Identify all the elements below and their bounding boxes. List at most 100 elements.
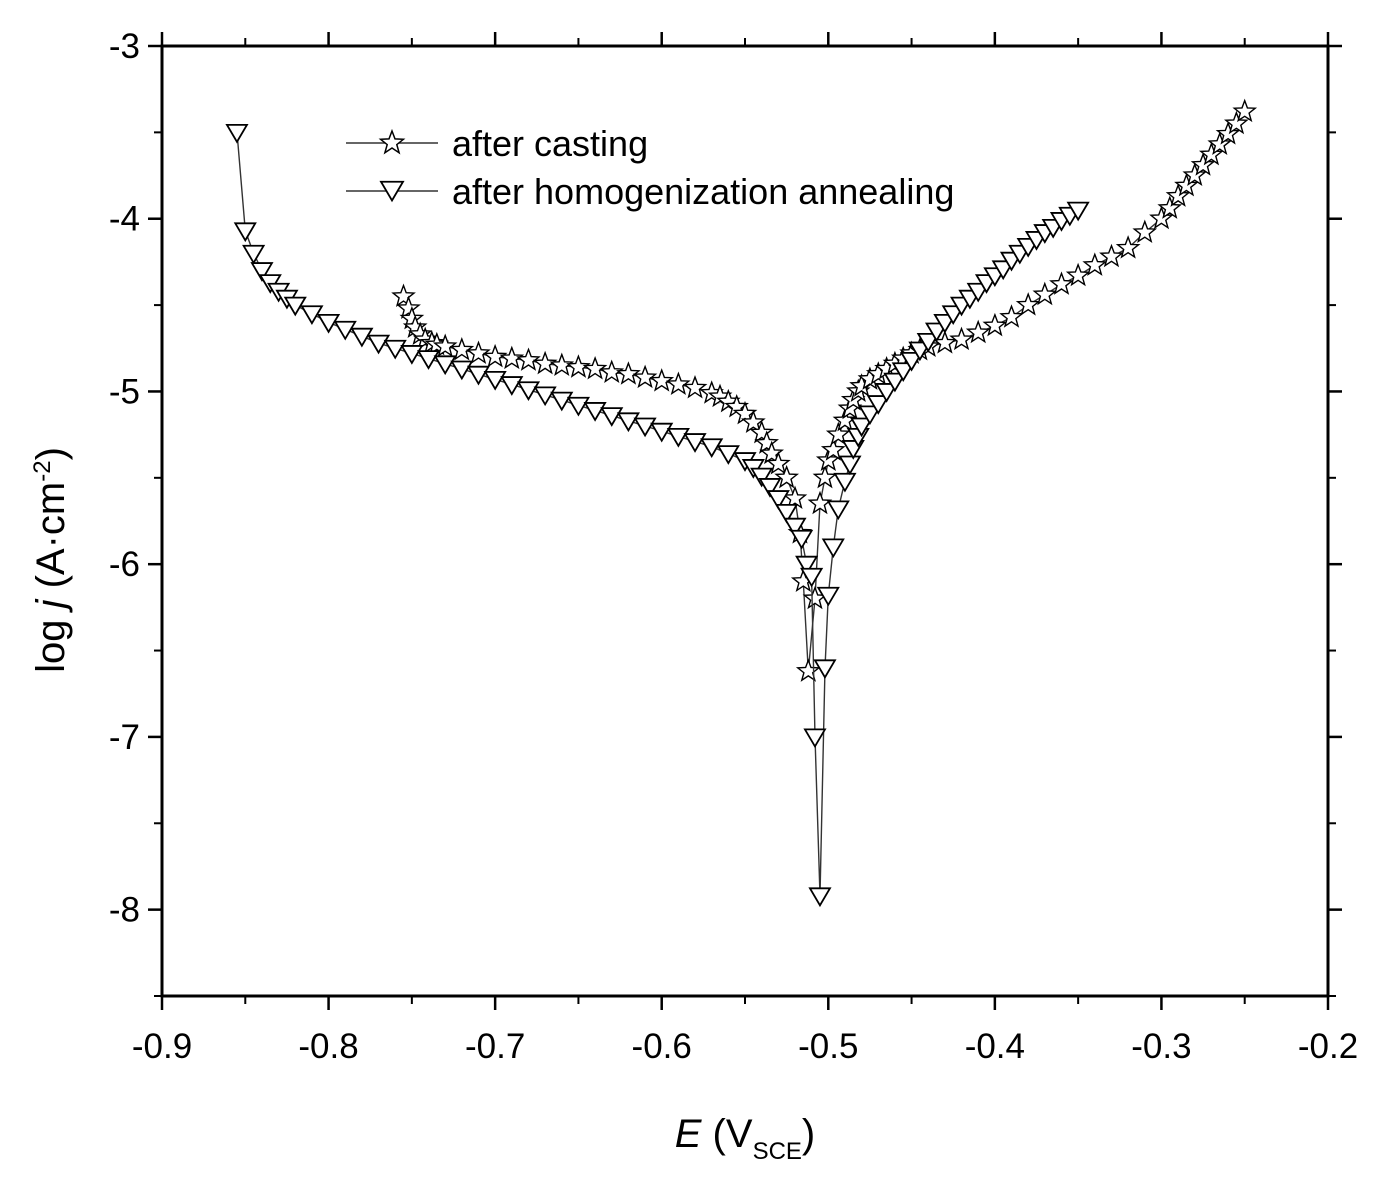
data-point-star <box>1065 262 1091 287</box>
data-point-star <box>749 419 775 444</box>
data-point-triangle <box>366 334 391 355</box>
data-point-star <box>1099 243 1124 268</box>
data-point-triangle <box>225 123 249 144</box>
data-point-triangle <box>795 555 819 576</box>
data-point-star <box>774 464 800 489</box>
data-point-triangle <box>483 370 507 391</box>
data-point-triangle <box>875 383 899 403</box>
data-point-star <box>391 283 416 308</box>
data-point-triangle <box>400 345 424 365</box>
data-point-triangle <box>666 427 690 448</box>
data-point-triangle <box>899 351 924 372</box>
y-tick-labels: -3 -4 -5 -6 -7 -8 <box>109 27 140 930</box>
data-point-star <box>499 345 525 370</box>
data-point-star <box>832 407 858 432</box>
x-tick-label: -0.3 <box>1131 1027 1191 1066</box>
data-point-triangle <box>833 472 857 493</box>
data-point-triangle <box>583 402 607 422</box>
x-tick-label: -0.6 <box>632 1027 692 1066</box>
data-point-star <box>682 374 708 399</box>
data-point-star <box>616 361 641 385</box>
data-point-triangle <box>242 244 266 265</box>
data-point-star <box>532 350 558 375</box>
data-point-star <box>1207 131 1233 156</box>
data-point-star <box>1049 271 1074 295</box>
x-tick-label: -0.9 <box>132 1027 192 1066</box>
data-point-star <box>566 354 591 378</box>
data-point-triangle <box>433 355 457 376</box>
data-point-star <box>999 304 1024 328</box>
data-point-triangle <box>866 395 890 415</box>
data-point-triangle <box>650 422 674 443</box>
data-point-triangle <box>516 381 541 402</box>
x-tick-label: -0.5 <box>798 1027 858 1066</box>
data-point-triangle <box>683 433 707 453</box>
data-point-star <box>396 295 421 319</box>
y-tick-label: -4 <box>109 200 140 239</box>
legend-entry-annealing: after homogenization annealing <box>346 171 954 212</box>
data-point-triangle <box>450 360 474 381</box>
legend-triangle-down-icon <box>379 180 405 203</box>
data-point-triangle <box>766 490 790 510</box>
data-point-triangle <box>813 659 837 680</box>
x-tick-label: -0.7 <box>465 1027 525 1066</box>
data-point-triangle <box>600 407 624 427</box>
data-point-star <box>1215 121 1241 145</box>
y-tick-label: -8 <box>109 891 140 930</box>
data-point-star <box>759 440 784 465</box>
data-point-star <box>765 450 791 475</box>
y-axis-title-unit: (A·cm <box>29 482 73 600</box>
y-tick-label: -7 <box>109 718 140 757</box>
x-tick-label: -0.2 <box>1298 1027 1358 1066</box>
data-point-star <box>1157 195 1183 219</box>
data-point-triangle <box>826 500 850 521</box>
data-point-triangle <box>800 567 824 588</box>
data-point-star <box>1232 98 1258 123</box>
legend: after casting after homogenization annea… <box>346 123 954 212</box>
data-point-triangle <box>283 296 307 317</box>
y-axis-title-superscript: -2 <box>29 460 56 481</box>
data-point-star <box>820 437 846 461</box>
series-after-homogenization-annealing <box>225 123 1090 908</box>
data-point-star <box>632 364 658 389</box>
legend-star-icon <box>378 128 406 155</box>
y-axis-title-prefix: log <box>29 608 73 673</box>
x-axis-title-unit: (V <box>701 1112 752 1156</box>
y-tick-label: -3 <box>109 27 140 66</box>
series-line <box>236 132 1079 896</box>
data-point-triangle <box>350 327 374 348</box>
data-point-triangle <box>416 350 441 370</box>
data-point-triangle <box>750 467 774 488</box>
data-point-star <box>782 485 808 509</box>
data-point-triangle <box>466 365 491 386</box>
data-point-triangle <box>250 262 274 282</box>
data-point-triangle <box>383 339 407 360</box>
data-point-star <box>432 333 458 357</box>
data-point-triangle <box>1066 201 1090 222</box>
data-point-triangle <box>500 376 524 396</box>
y-tick-label: -6 <box>109 545 140 584</box>
data-point-star <box>1032 281 1058 306</box>
data-point-star <box>1224 110 1249 135</box>
data-point-triangle <box>790 529 814 550</box>
data-point-star <box>825 421 851 446</box>
legend-label-annealing: after homogenization annealing <box>452 171 954 212</box>
data-point-triangle <box>775 503 799 524</box>
data-point-star <box>1174 172 1199 197</box>
data-point-star <box>795 658 821 682</box>
data-point-star <box>1190 152 1216 176</box>
data-point-triangle <box>633 417 657 438</box>
data-point-triangle <box>316 313 341 334</box>
data-point-star <box>812 464 838 489</box>
y-axis-title-close: ) <box>29 447 73 460</box>
data-point-star <box>1132 219 1158 243</box>
x-tick-label: -0.4 <box>965 1027 1025 1066</box>
y-tick-label: -5 <box>109 372 140 411</box>
data-point-star <box>449 336 475 361</box>
data-point-triangle <box>821 538 845 559</box>
data-point-triangle <box>716 445 740 465</box>
data-point-triangle <box>916 332 940 353</box>
data-point-star <box>582 355 608 380</box>
data-point-triangle <box>808 887 832 908</box>
